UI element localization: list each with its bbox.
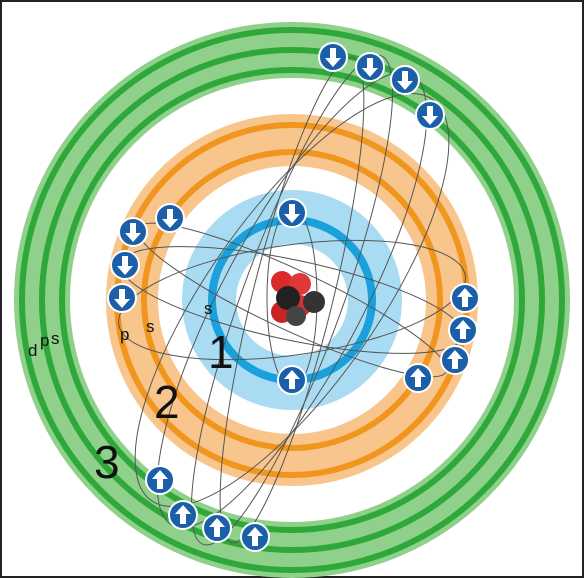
subshell-label: s <box>146 317 155 336</box>
electron <box>404 364 432 392</box>
electron <box>441 346 469 374</box>
electron <box>146 466 174 494</box>
electron <box>156 204 184 232</box>
subshell-label: p <box>40 331 49 350</box>
electron <box>119 218 147 246</box>
electron <box>416 101 444 129</box>
subshell-label: s <box>204 299 213 318</box>
electron <box>319 43 347 71</box>
electron <box>278 366 306 394</box>
subshell-label: p <box>120 325 129 344</box>
electron <box>451 284 479 312</box>
subshell-label: d <box>28 341 37 360</box>
electron <box>278 199 306 227</box>
shell-number: 3 <box>94 436 120 488</box>
electron <box>391 66 419 94</box>
electron <box>108 284 136 312</box>
electron <box>356 53 384 81</box>
electron <box>203 514 231 542</box>
electron <box>169 501 197 529</box>
subshell-label: s <box>51 329 60 348</box>
electron <box>241 523 269 551</box>
atom-diagram: 1 s 2 p s 3 d p s <box>0 0 584 578</box>
electron <box>111 251 139 279</box>
electron <box>449 316 477 344</box>
shell-number: 1 <box>208 326 234 378</box>
shell-number: 2 <box>154 376 180 428</box>
